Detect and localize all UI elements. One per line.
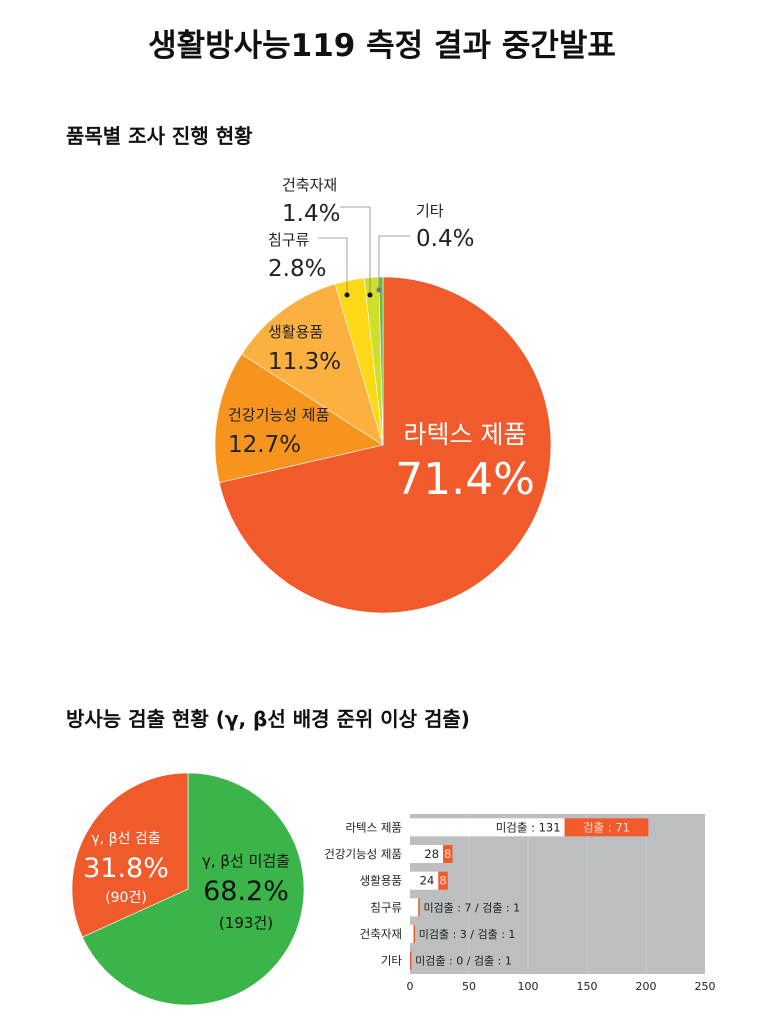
category-label: 건축자재 xyxy=(360,927,402,941)
bar-undetected xyxy=(410,871,439,890)
bar-detected xyxy=(413,925,416,943)
bar-label-undetected: 24 xyxy=(420,874,435,888)
slice-value: 11.3% xyxy=(268,349,341,375)
bar-undetected xyxy=(410,898,419,917)
slice-label: γ, β선 검출 xyxy=(91,831,160,847)
bar-undetected xyxy=(410,925,414,943)
slice-label: γ, β선 미검출 xyxy=(202,852,290,870)
slice-label: 기타 xyxy=(416,202,444,220)
leader-dot xyxy=(344,292,350,298)
bar-label-detected: 검출 : 71 xyxy=(583,820,630,834)
bar-detected xyxy=(410,951,412,970)
pie1-slice xyxy=(214,353,384,484)
x-tick-label: 0 xyxy=(407,980,414,993)
bar-label: 미검출 : 7 / 검출 : 1 xyxy=(423,901,520,914)
x-tick-label: 50 xyxy=(462,980,476,993)
category-label: 침구류 xyxy=(370,900,402,914)
slice-value: 0.4% xyxy=(416,226,474,252)
pie1-slice xyxy=(218,276,552,614)
slice-value: 1.4% xyxy=(282,201,340,227)
pie2-slice xyxy=(82,772,305,1006)
leader-dot xyxy=(376,287,382,293)
pie2-title: 방사능 검출 현황 (γ, β선 배경 준위 이상 검출) xyxy=(66,707,470,731)
bar-label-detected: 8 xyxy=(439,874,446,888)
x-tick-label: 150 xyxy=(577,980,598,993)
slice-value: 12.7% xyxy=(228,432,301,458)
slice-label: 라텍스 제품 xyxy=(404,420,527,449)
bar-detected xyxy=(443,845,453,863)
bar-label: 미검출 : 0 / 검출 : 1 xyxy=(415,955,512,968)
slice-label: 건강기능성 제품 xyxy=(228,406,329,424)
x-tick-label: 250 xyxy=(695,980,716,993)
slice-label: 건축자재 xyxy=(282,176,337,194)
bar-undetected xyxy=(410,845,444,863)
bar-label: 미검출 : 3 / 검출 : 1 xyxy=(419,928,516,941)
leader-line xyxy=(318,237,348,295)
bar-detected xyxy=(418,898,420,917)
category-label: 생활용품 xyxy=(360,874,402,888)
plot-background xyxy=(410,814,705,974)
bar-label-undetected: 28 xyxy=(424,847,439,861)
leader-line xyxy=(378,235,410,290)
pie1-slice xyxy=(241,283,384,446)
main-title: 생활방사능119 측정 결과 중간발표 xyxy=(148,28,616,64)
bar-label-undetected: 미검출 : 131 xyxy=(496,820,561,834)
pie2-slice xyxy=(71,772,189,938)
bar-detected xyxy=(438,871,448,890)
category-label: 건강기능성 제품 xyxy=(324,847,402,861)
category-label: 라텍스 제품 xyxy=(345,820,402,834)
leader-line xyxy=(340,206,371,295)
bar-detected xyxy=(564,818,649,837)
category-label: 기타 xyxy=(381,954,403,968)
slice-label: 생활용품 xyxy=(268,323,323,341)
slice-count: (90건) xyxy=(105,890,147,906)
slice-count: (193건) xyxy=(219,914,273,932)
slice-value: 2.8% xyxy=(268,256,326,282)
slice-value: 68.2% xyxy=(203,876,289,907)
slice-label: 침구류 xyxy=(268,231,310,249)
bar-label-detected: 8 xyxy=(444,847,451,861)
slice-value: 71.4% xyxy=(395,454,535,505)
x-tick-label: 100 xyxy=(518,980,539,993)
bar-undetected xyxy=(410,818,565,837)
x-tick-label: 200 xyxy=(636,980,657,993)
leader-dot xyxy=(367,292,373,298)
pie1-title: 품목별 조사 진행 현황 xyxy=(66,124,253,148)
slice-value: 31.8% xyxy=(83,853,169,884)
